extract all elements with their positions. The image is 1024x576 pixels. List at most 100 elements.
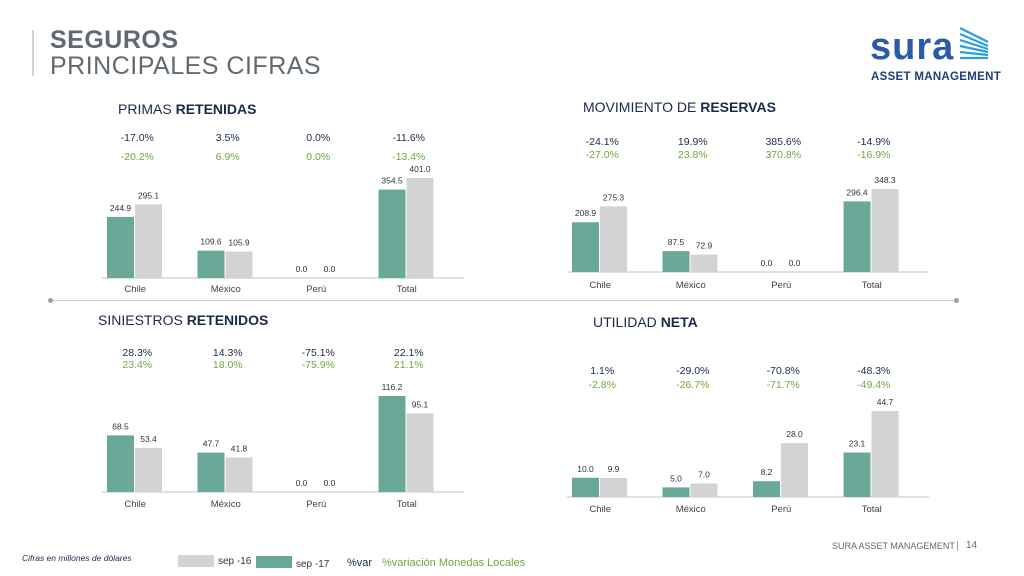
chart-svg: 10.0 9.9 Chile 1.1% -2.8% 5.0 7.0 México -29.0% -… [567,365,929,515]
divider-dot-right [954,298,959,303]
bar-sep16 [225,251,253,278]
bar-sep17 [572,477,599,497]
bar-sep16 [135,204,162,278]
chart-siniestros-retenidos: SINIESTROS RETENIDOS 68.5 53.4 Chile 28.3% 2… [90,310,464,520]
var-label: -14.9% [857,136,890,148]
category-tick-label: México [211,284,241,295]
chart-primas-retenidas: PRIMAS RETENIDAS 244.9 295.1 Chile -17.0% -2… [90,98,464,298]
data-label-sep16: 0.0 [324,264,336,274]
var-local-label: 370.8% [765,149,801,161]
category-tick-label: Total [862,504,882,515]
data-label-sep16: 7.0 [698,470,710,480]
data-label-sep17: 296.4 [846,187,868,197]
category-tick-label: México [211,499,241,510]
var-local-label: -75.9% [302,359,335,371]
category-tick-label: Chile [124,284,146,295]
data-label-sep17: 47.7 [203,439,220,449]
divider-dot-left [48,298,53,303]
chart-title: MOVIMIENTO DE RESERVAS [583,99,776,115]
var-label: 0.0% [306,132,330,144]
chart-title: SINIESTROS RETENIDOS [98,312,268,328]
var-label: -48.3% [857,365,890,377]
sura-logo: sura ASSET MANAGEMENT [866,26,1001,88]
var-label: 14.3% [213,347,243,359]
var-local-label: 6.9% [216,151,240,163]
bar-sep17 [572,222,599,272]
var-label: 3.5% [216,132,240,144]
bar-sep16 [225,457,253,492]
bar-sep17 [197,250,225,278]
chart-title-bold: RETENIDAS [175,101,257,117]
var-local-label: -2.8% [589,379,616,391]
bar-sep16 [690,254,718,272]
var-label: 1.1% [590,365,614,377]
bar-sep16 [135,447,162,492]
data-label-sep17: 23.1 [849,439,866,449]
data-label-sep16: 0.0 [789,258,801,268]
data-label-sep17: 208.9 [575,208,597,218]
data-label-sep17: 87.5 [668,237,685,247]
units-note: Cifras en millones de dólares [22,553,132,563]
var-label: 28.3% [122,347,152,359]
legend-swatch-sep16 [178,555,214,567]
bar-sep16 [871,411,899,497]
var-local-label: -16.9% [857,149,890,161]
bar-sep17 [662,487,690,497]
bar-sep17 [197,452,225,492]
logo-wordmark: sura [870,26,955,68]
category-tick-label: Perú [306,284,326,295]
bar-sep17 [378,396,406,492]
bar-sep16 [871,189,899,272]
bar-sep17 [107,435,134,492]
category-tick-label: Perú [306,499,326,510]
page-number: 14 [966,540,978,551]
var-local-label: -27.0% [586,149,619,161]
chart-utilidad-neta: UTILIDAD NETA 10.0 9.9 Chile 1.1% -2.8% 5.0 7.… [555,312,929,522]
data-label-sep16: 105.9 [228,238,250,248]
var-local-label: 23.8% [678,149,708,161]
section-divider [50,300,958,301]
chart-title: UTILIDAD NETA [593,314,698,330]
data-label-sep17: 5.0 [670,473,682,483]
bar-sep17 [843,452,871,497]
var-label: -70.8% [767,365,800,377]
category-tick-label: México [676,504,706,515]
var-label: 385.6% [765,136,801,148]
data-label-sep17: 0.0 [296,264,308,274]
data-label-sep17: 116.2 [382,382,403,392]
bar-sep17 [753,481,780,497]
bar-sep16 [781,443,808,497]
data-label-sep16: 348.3 [874,175,896,185]
data-label-sep17: 109.6 [200,237,222,247]
chart-title-normal: SINIESTROS [98,312,187,328]
legend-var: %var [347,557,373,569]
logo-fan-icon [959,27,989,60]
var-local-label: 0.0% [306,151,330,163]
var-local-label: 21.1% [394,359,424,371]
chart-title-bold: RESERVAS [700,99,776,115]
data-label-sep17: 8.2 [761,467,773,477]
legend-label-sep17: sep -17 [296,559,330,570]
page-separator [957,541,958,551]
var-label: -75.1% [302,347,335,359]
var-local-label: -13.4% [392,151,425,163]
bar-sep16 [600,477,627,497]
data-label-sep16: 275.3 [603,192,625,202]
bar-sep16 [690,483,718,497]
category-tick-label: México [676,280,706,291]
data-label-sep17: 0.0 [296,478,308,488]
category-tick-label: Perú [771,504,791,515]
data-label-sep16: 295.1 [138,190,160,200]
company-name: SURA ASSET MANAGEMENT [832,541,955,551]
var-label: -11.6% [393,132,426,144]
bar-sep16 [406,413,434,492]
var-local-label: 18.0% [213,359,243,371]
chart-title-normal: MOVIMIENTO DE [583,99,701,115]
var-local-label: -26.7% [676,379,709,391]
chart-svg: 208.9 275.3 Chile -24.1%-27.0% 87.5 72.9 Méxic… [567,136,929,291]
legend-var-local: %variación Monedas Locales [382,557,526,569]
category-tick-label: Total [397,284,417,295]
data-label-sep16: 53.4 [140,434,157,444]
var-label: 22.1% [394,347,424,359]
data-label-sep16: 95.1 [412,399,429,409]
